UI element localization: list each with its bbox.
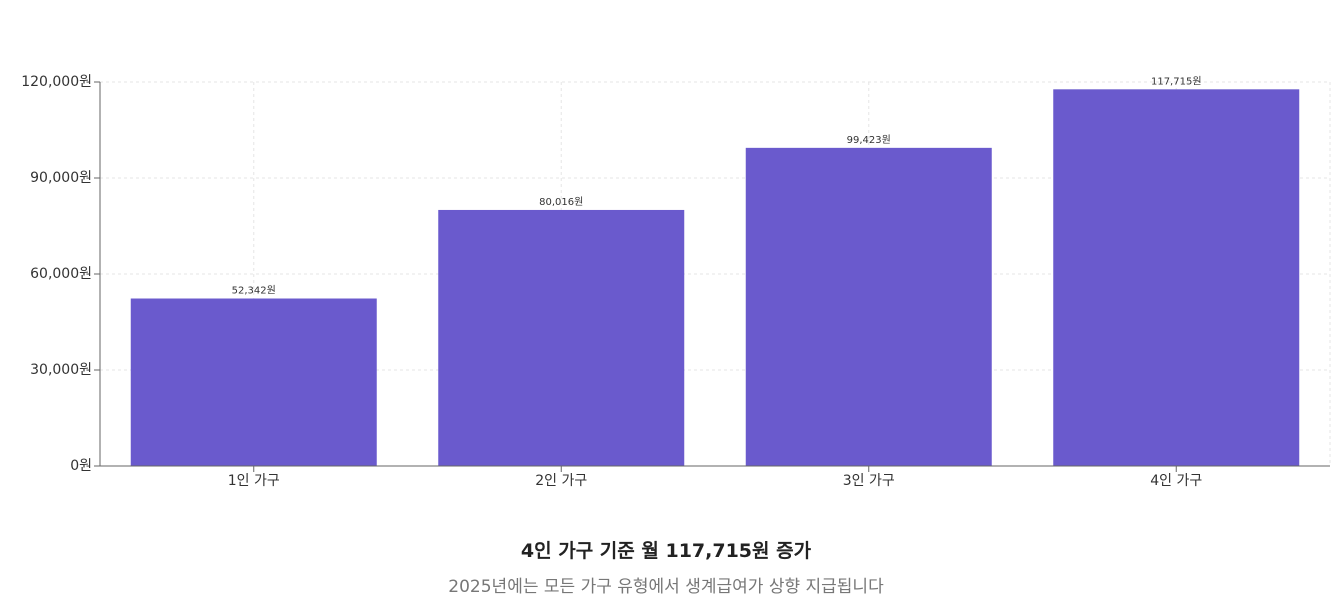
bar-value-label: 52,342원	[232, 285, 276, 297]
summary-subline: 2025년에는 모든 가구 유형에서 생계급여가 상향 지급됩니다	[448, 577, 884, 597]
bar-chart: 52,342원 80,016원 99,423원 117,715원 0원 30,000원 6…	[21, 74, 1331, 489]
y-tick-label: 60,000원	[30, 266, 92, 282]
y-tick-label: 120,000원	[21, 74, 92, 90]
x-tick-label: 4인 가구	[1150, 473, 1202, 489]
bar	[130, 298, 377, 466]
y-tick-label: 90,000원	[30, 170, 92, 186]
x-tick-label: 2인 가구	[535, 473, 587, 489]
x-tick-label: 3인 가구	[843, 473, 895, 489]
bar	[745, 147, 992, 466]
bar-value-label: 80,016원	[539, 196, 583, 208]
bar-value-label: 99,423원	[847, 134, 891, 146]
bar-value-label: 117,715원	[1151, 75, 1202, 87]
x-tick-label: 1인 가구	[228, 473, 280, 489]
y-tick-label: 30,000원	[30, 362, 92, 378]
bar	[1053, 89, 1300, 466]
bars: 52,342원 80,016원 99,423원 117,715원	[130, 75, 1300, 467]
summary-headline: 4인 가구 기준 월 117,715원 증가	[520, 540, 812, 562]
axes: 0원 30,000원 60,000원 90,000원 120,000원 1인 가구 2인 가…	[21, 74, 1330, 489]
bar	[438, 209, 685, 467]
y-tick-label: 0원	[70, 458, 92, 474]
